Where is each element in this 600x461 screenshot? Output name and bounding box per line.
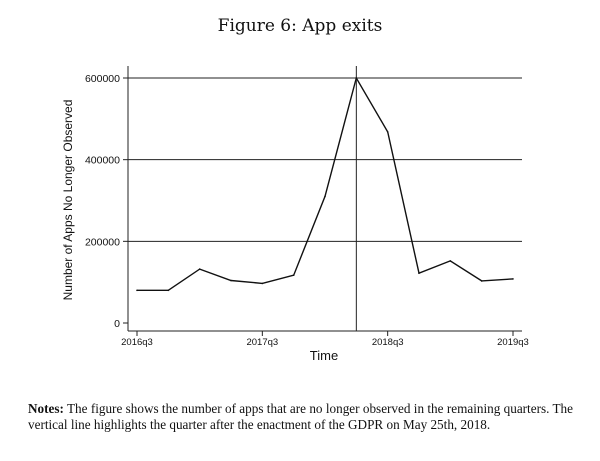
data-point — [324, 195, 326, 198]
data-point — [136, 289, 138, 292]
data-point — [512, 278, 514, 280]
x-tick-label: 2019q3 — [497, 337, 529, 348]
data-point — [292, 274, 295, 277]
x-tick-label: 2018q3 — [372, 337, 404, 348]
y-tick-label: 200000 — [85, 236, 120, 248]
notes-text: The figure shows the number of apps that… — [28, 401, 573, 432]
y-tick-label: 0 — [114, 318, 120, 330]
data-point — [449, 260, 452, 262]
x-tick-label: 2017q3 — [246, 337, 278, 348]
data-point — [480, 280, 483, 282]
y-axis: 0 200000 400000 600000 — [85, 73, 128, 330]
series-line-0 — [137, 76, 514, 291]
data-point — [198, 268, 201, 270]
figure-notes: Notes: The figure shows the number of ap… — [28, 401, 573, 433]
gridlines — [128, 77, 522, 242]
data-point — [355, 77, 358, 79]
notes-label: Notes: — [28, 401, 64, 416]
figure-title: Figure 6: App exits — [217, 16, 383, 36]
data-point — [230, 279, 232, 282]
series-layer — [136, 76, 514, 292]
data-point — [167, 289, 170, 292]
data-point — [418, 272, 420, 274]
x-tick-label: 2016q3 — [121, 337, 153, 348]
y-axis-label: Number of Apps No Longer Observed — [61, 100, 75, 301]
data-point — [261, 282, 264, 285]
plot-frame — [127, 66, 522, 332]
x-axis: 2016q3 2017q3 2018q3 2019q3 — [121, 331, 529, 348]
y-tick-label: 600000 — [85, 73, 120, 85]
data-point — [386, 131, 389, 133]
y-tick-label: 400000 — [85, 155, 120, 167]
x-axis-label: Time — [310, 348, 338, 363]
